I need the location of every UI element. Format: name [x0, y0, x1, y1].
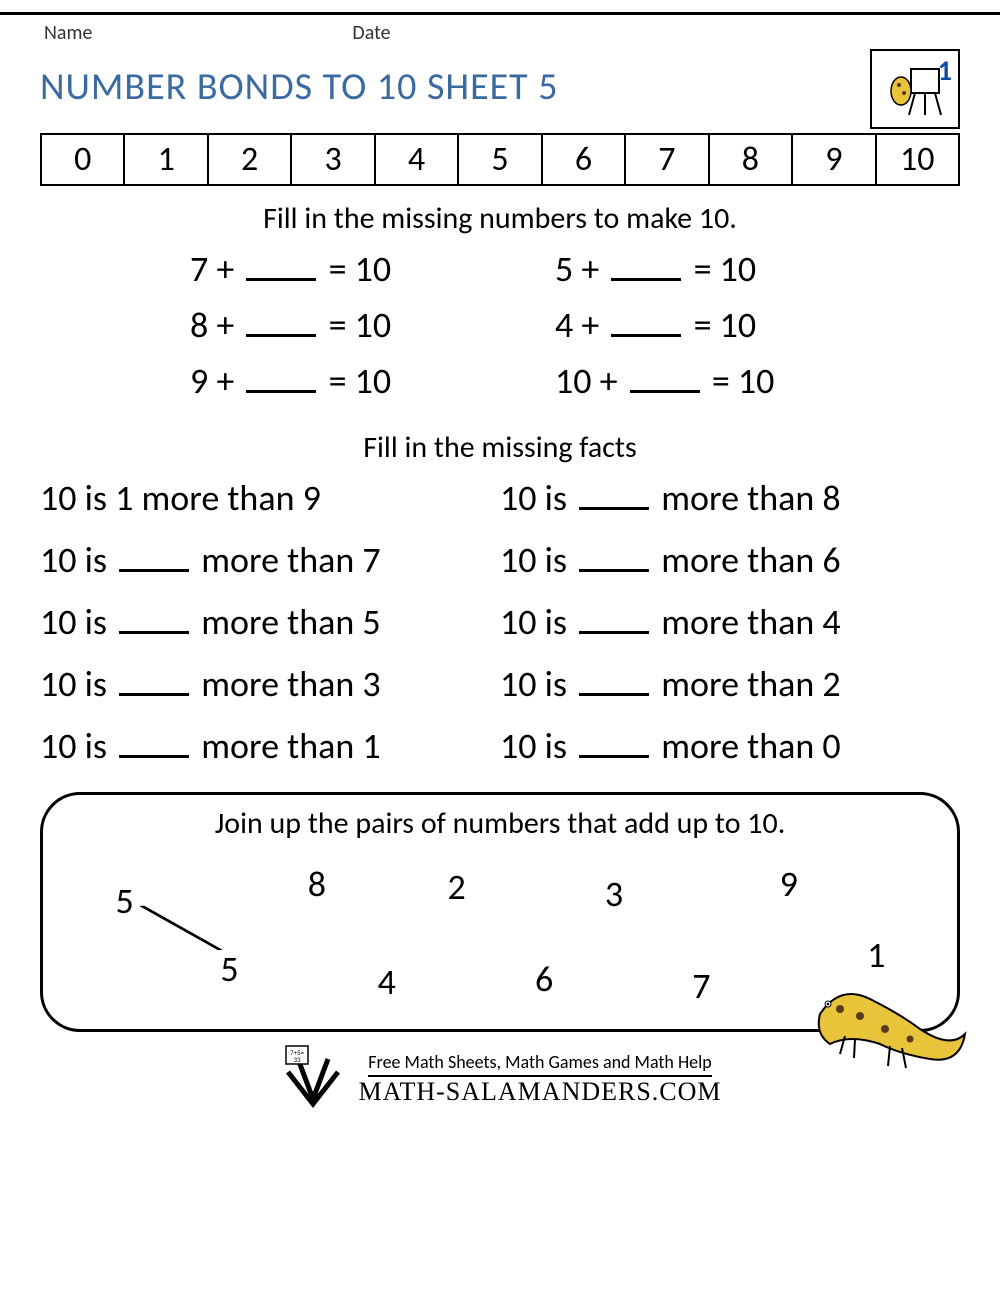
blank[interactable]: [119, 545, 189, 572]
strip-number: 1: [125, 135, 208, 184]
footer: 7+5= 33 Free Math Sheets, Math Games and…: [40, 1044, 960, 1114]
blank[interactable]: [630, 366, 700, 393]
name-label: Name: [44, 21, 92, 45]
number-scatter: 5 8 2 3 9 5 4 6 7 1: [63, 848, 937, 1018]
strip-number: 4: [376, 135, 459, 184]
strip-number: 8: [710, 135, 793, 184]
fact: 10 is more than 7: [40, 538, 500, 582]
blank[interactable]: [579, 669, 649, 696]
blank[interactable]: [246, 254, 316, 281]
strip-number: 7: [626, 135, 709, 184]
scatter-number[interactable]: 3: [605, 872, 623, 916]
blank[interactable]: [119, 731, 189, 758]
fact: 10 is more than 8: [500, 476, 960, 520]
date-label: Date: [352, 21, 390, 45]
salamander-corner-icon: [810, 974, 970, 1084]
scatter-number[interactable]: 7: [692, 964, 710, 1008]
grade-number: 1: [938, 53, 952, 88]
scatter-number[interactable]: 1: [867, 933, 885, 977]
blank[interactable]: [579, 483, 649, 510]
strip-number: 0: [42, 135, 125, 184]
strip-number: 6: [543, 135, 626, 184]
grade-badge: 1: [870, 49, 960, 129]
equation: 9 + = 10: [190, 359, 555, 403]
scatter-number[interactable]: 9: [780, 862, 798, 906]
connector-line: [63, 848, 937, 1018]
strip-number: 2: [209, 135, 292, 184]
instruction-3: Join up the pairs of numbers that add up…: [63, 805, 937, 842]
instruction-2: Fill in the missing facts: [40, 429, 960, 466]
blank[interactable]: [246, 366, 316, 393]
equation: 5 + = 10: [555, 247, 920, 291]
blank[interactable]: [119, 669, 189, 696]
fact: 10 is more than 4: [500, 600, 960, 644]
footer-logo-icon: 7+5= 33: [278, 1044, 348, 1114]
blank[interactable]: [579, 545, 649, 572]
scatter-number[interactable]: 5: [220, 947, 238, 991]
instruction-1: Fill in the missing numbers to make 10.: [40, 200, 960, 237]
facts-grid: 10 is 1 more than 910 is more than 810 i…: [40, 476, 960, 768]
equation-grid: 7 + = 105 + = 108 + = 104 + = 109 + = 10…: [40, 247, 960, 403]
fact: 10 is more than 3: [40, 662, 500, 706]
blank[interactable]: [246, 310, 316, 337]
strip-number: 3: [292, 135, 375, 184]
fact: 10 is more than 5: [40, 600, 500, 644]
scatter-number[interactable]: 5: [115, 879, 133, 923]
scatter-number[interactable]: 2: [448, 865, 466, 909]
footer-line1: Free Math Sheets, Math Games and Math He…: [368, 1051, 711, 1077]
strip-number: 5: [459, 135, 542, 184]
fact: 10 is more than 0: [500, 724, 960, 768]
number-strip: 012345678910: [40, 133, 960, 186]
equation: 10 + = 10: [555, 359, 920, 403]
fact: 10 is more than 6: [500, 538, 960, 582]
blank[interactable]: [119, 607, 189, 634]
equation: 4 + = 10: [555, 303, 920, 347]
scatter-number[interactable]: 4: [378, 960, 396, 1004]
blank[interactable]: [611, 254, 681, 281]
svg-text:33: 33: [294, 1055, 302, 1064]
salamander-easel-icon: [885, 59, 945, 119]
page-title: NUMBER BONDS TO 10 SHEET 5: [40, 64, 559, 110]
strip-number: 9: [793, 135, 876, 184]
footer-line2: MATH-SALAMANDERS.COM: [358, 1077, 721, 1106]
scatter-number[interactable]: 8: [308, 862, 326, 906]
scatter-number[interactable]: 6: [535, 957, 553, 1001]
equation: 7 + = 10: [190, 247, 555, 291]
fact: 10 is more than 1: [40, 724, 500, 768]
fact: 10 is more than 2: [500, 662, 960, 706]
blank[interactable]: [579, 607, 649, 634]
blank[interactable]: [611, 310, 681, 337]
equation: 8 + = 10: [190, 303, 555, 347]
strip-number: 10: [877, 135, 958, 184]
fact: 10 is 1 more than 9: [40, 476, 500, 520]
meta-row: Name Date: [40, 21, 960, 45]
blank[interactable]: [579, 731, 649, 758]
